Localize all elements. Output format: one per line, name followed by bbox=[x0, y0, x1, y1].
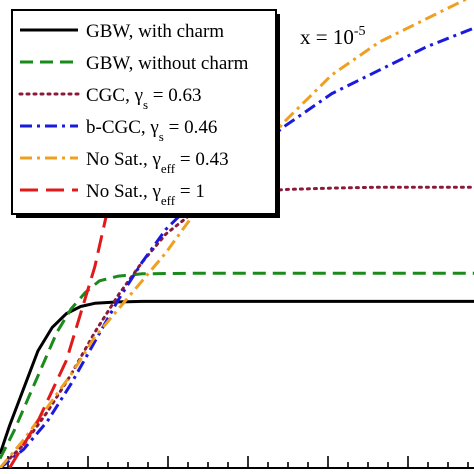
legend-label-3: CGC, γs = 0.63 bbox=[86, 85, 202, 112]
legend: GBW, with charm GBW, without charm CGC, γs… bbox=[11, 9, 280, 218]
chart-annotation: x = 10-5 bbox=[300, 24, 366, 49]
legend-label-5: No Sat., γeff = 0.43 bbox=[86, 149, 229, 176]
legend-label-1: GBW, with charm bbox=[86, 21, 224, 42]
legend-box bbox=[11, 9, 277, 215]
legend-label-2: GBW, without charm bbox=[86, 53, 249, 74]
legend-label-4: b-CGC, γs = 0.46 bbox=[86, 117, 217, 144]
plot-axes bbox=[0, 456, 474, 469]
legend-label-6: No Sat., γeff = 1 bbox=[86, 181, 205, 208]
series-line-1 bbox=[0, 299, 474, 455]
series-line-3 bbox=[0, 185, 474, 468]
